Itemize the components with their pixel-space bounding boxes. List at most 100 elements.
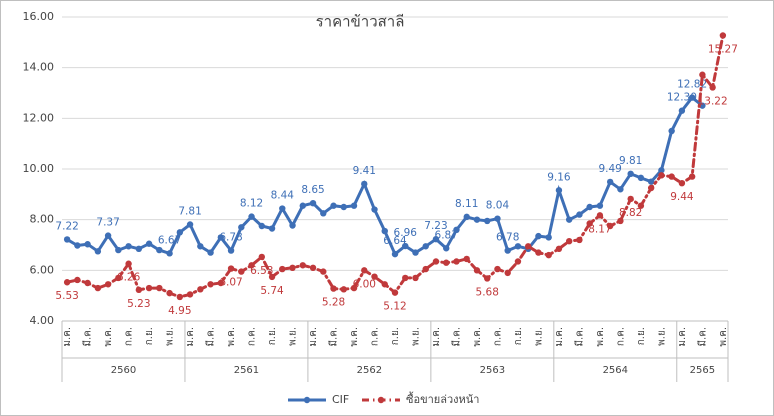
- data-point: [279, 205, 286, 212]
- data-point: [104, 281, 112, 288]
- data-label: 9.16: [547, 171, 571, 183]
- data-point: [238, 268, 245, 275]
- year-label: 2562: [357, 365, 382, 376]
- data-label: 8.65: [301, 184, 324, 196]
- data-point: [484, 275, 491, 282]
- data-label: 6.00: [353, 278, 376, 290]
- data-label: 5.28: [322, 297, 345, 309]
- y-tick-label: 4.00: [30, 314, 55, 327]
- data-point: [668, 127, 675, 135]
- data-point: [258, 222, 265, 230]
- y-tick-label: 10.00: [23, 162, 55, 175]
- x-tick-label: ก.ค.: [615, 327, 626, 346]
- data-point: [678, 179, 686, 187]
- data-point: [555, 187, 563, 194]
- year-label: 2565: [690, 365, 715, 376]
- data-point: [238, 224, 245, 231]
- data-point: [473, 216, 481, 223]
- data-point: [115, 274, 122, 282]
- data-point: [525, 243, 532, 250]
- data-point: [145, 240, 153, 247]
- data-point: [309, 200, 317, 207]
- data-point: [176, 229, 184, 236]
- data-point: [606, 222, 614, 230]
- data-point: [576, 236, 583, 244]
- data-point: [371, 273, 378, 280]
- data-point: [84, 279, 91, 287]
- data-point: [217, 234, 225, 241]
- x-tick-label: ก.ย.: [513, 327, 524, 345]
- data-point: [207, 281, 214, 288]
- data-point: [381, 281, 388, 288]
- data-point: [719, 32, 727, 39]
- data-point: [186, 291, 194, 298]
- data-point: [125, 260, 132, 267]
- data-label: 7.23: [424, 220, 447, 232]
- x-tick-label: พ.ค.: [472, 327, 483, 347]
- data-point: [586, 203, 593, 211]
- x-tick-label: ม.ค.: [554, 327, 565, 347]
- data-point: [422, 243, 429, 250]
- data-label: 9.41: [353, 165, 376, 177]
- data-label: 7.37: [96, 217, 119, 229]
- data-point: [268, 273, 276, 281]
- x-tick-label: พ.ย.: [165, 327, 176, 346]
- data-point: [94, 248, 102, 255]
- data-point: [606, 178, 614, 186]
- data-point: [473, 267, 481, 274]
- data-point: [94, 284, 102, 292]
- data-point: [176, 293, 184, 301]
- y-tick-label: 12.00: [23, 111, 55, 124]
- x-tick-label: ก.ย.: [390, 327, 401, 345]
- data-point: [596, 212, 604, 219]
- data-label: 6.78: [219, 232, 242, 244]
- x-tick-label: ก.ค.: [492, 327, 503, 346]
- x-tick-label: ก.ย.: [636, 327, 647, 345]
- data-point: [668, 173, 675, 180]
- data-point: [289, 222, 296, 229]
- x-tick-label: พ.ค.: [718, 327, 729, 347]
- data-point: [658, 172, 665, 179]
- x-tick-label: พ.ย.: [656, 327, 667, 346]
- y-tick-label: 8.00: [30, 213, 55, 226]
- data-point: [125, 243, 132, 250]
- data-point: [627, 195, 634, 203]
- x-tick-label: พ.ย.: [533, 327, 544, 346]
- data-point: [84, 241, 91, 248]
- data-point: [688, 173, 696, 180]
- data-point: [637, 202, 645, 209]
- data-point: [545, 234, 552, 241]
- data-point: [514, 243, 522, 250]
- data-point: [699, 71, 706, 78]
- data-point: [647, 184, 655, 192]
- legend-marker: [377, 396, 385, 404]
- data-point: [391, 289, 399, 296]
- data-point: [391, 250, 399, 258]
- data-point: [699, 102, 706, 109]
- data-point: [166, 289, 173, 297]
- x-tick-label: พ.ค.: [103, 327, 114, 347]
- data-point: [361, 180, 368, 188]
- data-point: [443, 245, 450, 252]
- data-point: [63, 279, 71, 286]
- data-point: [545, 251, 552, 259]
- x-tick-label: มี.ค.: [205, 327, 217, 347]
- data-point: [166, 250, 173, 257]
- x-tick-label: ม.ค.: [185, 327, 196, 347]
- y-tick-label: 14.00: [23, 61, 55, 74]
- legend-label: ซื้อขายล่วงหน้า: [406, 391, 479, 406]
- data-point: [74, 276, 81, 284]
- data-point: [248, 262, 255, 269]
- data-label: 5.23: [127, 298, 150, 310]
- x-tick-label: พ.ค.: [226, 327, 237, 347]
- data-point: [453, 226, 460, 233]
- data-point: [320, 210, 327, 217]
- data-label: 8.04: [486, 200, 510, 212]
- data-point: [576, 211, 583, 218]
- data-point: [227, 265, 235, 272]
- legend-label: CIF: [332, 393, 349, 406]
- year-label: 2563: [480, 365, 505, 376]
- year-label: 2564: [603, 365, 628, 376]
- data-point: [494, 265, 501, 273]
